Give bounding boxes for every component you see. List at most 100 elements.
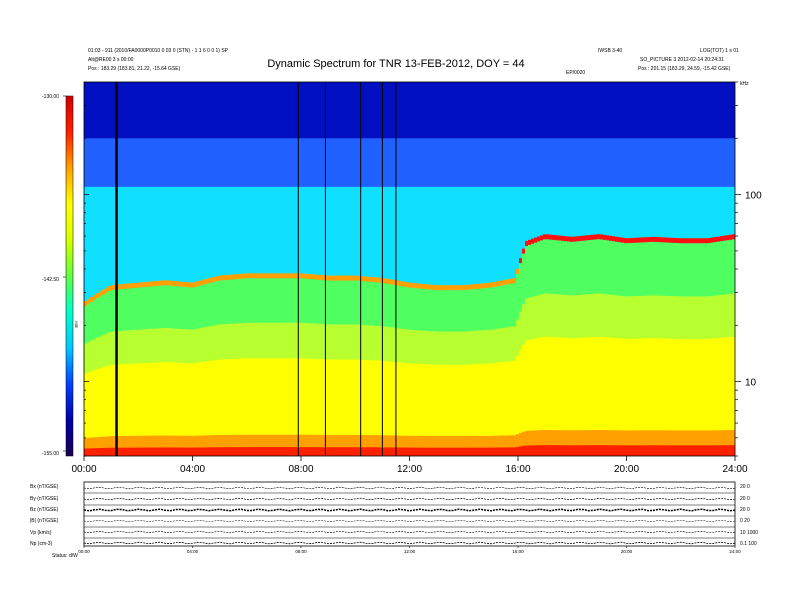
spectrum-band-top [558, 82, 562, 139]
spectrum-band-low [402, 362, 406, 456]
spectrum-band-background [123, 82, 127, 456]
plasma-line-segment [540, 235, 544, 241]
plasma-line-segment [279, 273, 283, 279]
spectrum-band-low [612, 445, 616, 456]
spectrum-band-low [456, 364, 460, 456]
spectrogram-column [693, 82, 697, 456]
spectrum-band-background [255, 82, 259, 456]
spectrum-band-low [549, 445, 553, 456]
spectrum-band-low [264, 358, 268, 456]
spectrum-band-low [522, 431, 526, 456]
spectrum-band-low [702, 430, 706, 456]
spectrum-band-background [246, 82, 250, 456]
spectrum-band-top [720, 82, 724, 139]
spectrum-band-low [426, 435, 430, 456]
spectrum-band-low [363, 447, 367, 456]
spectrum-band-background [243, 82, 247, 456]
spectrogram-column [642, 82, 646, 456]
spectrum-band-low [717, 338, 721, 456]
plasma-line-segment [483, 283, 487, 289]
spectrum-band-top [474, 82, 478, 139]
plasma-line-segment [219, 275, 223, 281]
plasma-line-segment [675, 238, 679, 244]
plasma-line-segment [315, 274, 319, 280]
spectrum-band-low [306, 434, 310, 456]
spectrum-band-top [378, 82, 382, 139]
plasma-line-segment [123, 283, 127, 289]
spectrogram-column [132, 82, 136, 456]
spectrum-band-low [312, 358, 316, 456]
plasma-line-segment [702, 238, 706, 244]
spectrum-band-top [306, 82, 310, 139]
spectrum-band-low [177, 447, 181, 456]
spectrogram-column [660, 82, 664, 456]
plasma-line-segment [87, 298, 91, 304]
spectrum-band-top [204, 82, 208, 139]
spectrogram-column [348, 82, 352, 456]
spectrum-band-low [516, 355, 520, 456]
spectrum-band-low [666, 430, 670, 456]
spectrogram-column [267, 82, 271, 456]
spectrum-band-low [573, 430, 577, 456]
spectrogram-column [213, 82, 217, 456]
spectrum-band-low [234, 447, 238, 456]
spectrum-band-top [180, 82, 184, 139]
spectrum-band-low [150, 447, 154, 456]
spectrum-band-low [318, 359, 322, 456]
spectrum-band-top [660, 82, 664, 139]
spectrum-band-low [714, 338, 718, 456]
spectrum-band-low [420, 447, 424, 456]
spectrum-band-low [681, 430, 685, 456]
spectrum-band-low [465, 364, 469, 456]
spectrum-band-top [105, 82, 109, 139]
spectrum-band-background [180, 82, 184, 456]
spectrum-band-low [183, 447, 187, 456]
plasma-line-segment [360, 276, 364, 282]
x-tick-label: 12:00 [397, 464, 422, 475]
right-info-line-4: Pos : 201.15 (183.29, 24.59, -15.42 GSE) [638, 66, 731, 72]
spectrum-band-low [348, 434, 352, 456]
spectrum-band-low [546, 445, 550, 456]
plasma-line-segment [510, 278, 514, 284]
spectrum-band-low [132, 447, 136, 456]
spectrum-band-top [171, 82, 175, 139]
spectrogram-column [165, 82, 169, 456]
spectrum-band-low [303, 447, 307, 456]
spectrum-band-low [426, 447, 430, 456]
spectrum-band-low [435, 364, 439, 456]
spectrum-band-low [396, 435, 400, 456]
spectrum-band-low [483, 447, 487, 456]
plasma-line-segment [156, 280, 160, 286]
spectrogram-column [723, 82, 727, 456]
spectrum-band-low [417, 363, 421, 456]
spectrum-band-low [357, 359, 361, 456]
plasma-line-segment [456, 285, 460, 291]
spectrum-band-background [510, 82, 514, 456]
spectrum-band-background [339, 82, 343, 456]
spectrum-band-low [288, 434, 292, 456]
spectrogram-column [621, 82, 625, 456]
spectrum-band-background [249, 82, 253, 456]
spectrum-band-top [657, 82, 661, 139]
spectrum-band-top [546, 82, 550, 139]
spectrum-band-top [519, 82, 523, 139]
spectrum-band-background [312, 82, 316, 456]
spectrum-band-top [681, 82, 685, 139]
spectrum-band-low [312, 434, 316, 456]
spectrogram-column [105, 82, 109, 456]
spectrum-band-top [177, 82, 181, 139]
spectrum-band-low [654, 430, 658, 456]
spectrum-band-top [576, 82, 580, 139]
spectrum-band-low [138, 435, 142, 456]
spectrum-band-low [717, 445, 721, 456]
spectrum-band-low [432, 364, 436, 456]
spectrum-band-low [177, 362, 181, 456]
spectrum-band-background [189, 82, 193, 456]
spectrum-band-low [462, 436, 466, 456]
spectrum-band-low [102, 436, 106, 456]
spectrum-band-low [642, 445, 646, 456]
spectrum-band-background [504, 82, 508, 456]
spectrogram-column [336, 82, 340, 456]
spectrogram-column [315, 82, 319, 456]
spectrum-band-top [369, 82, 373, 139]
